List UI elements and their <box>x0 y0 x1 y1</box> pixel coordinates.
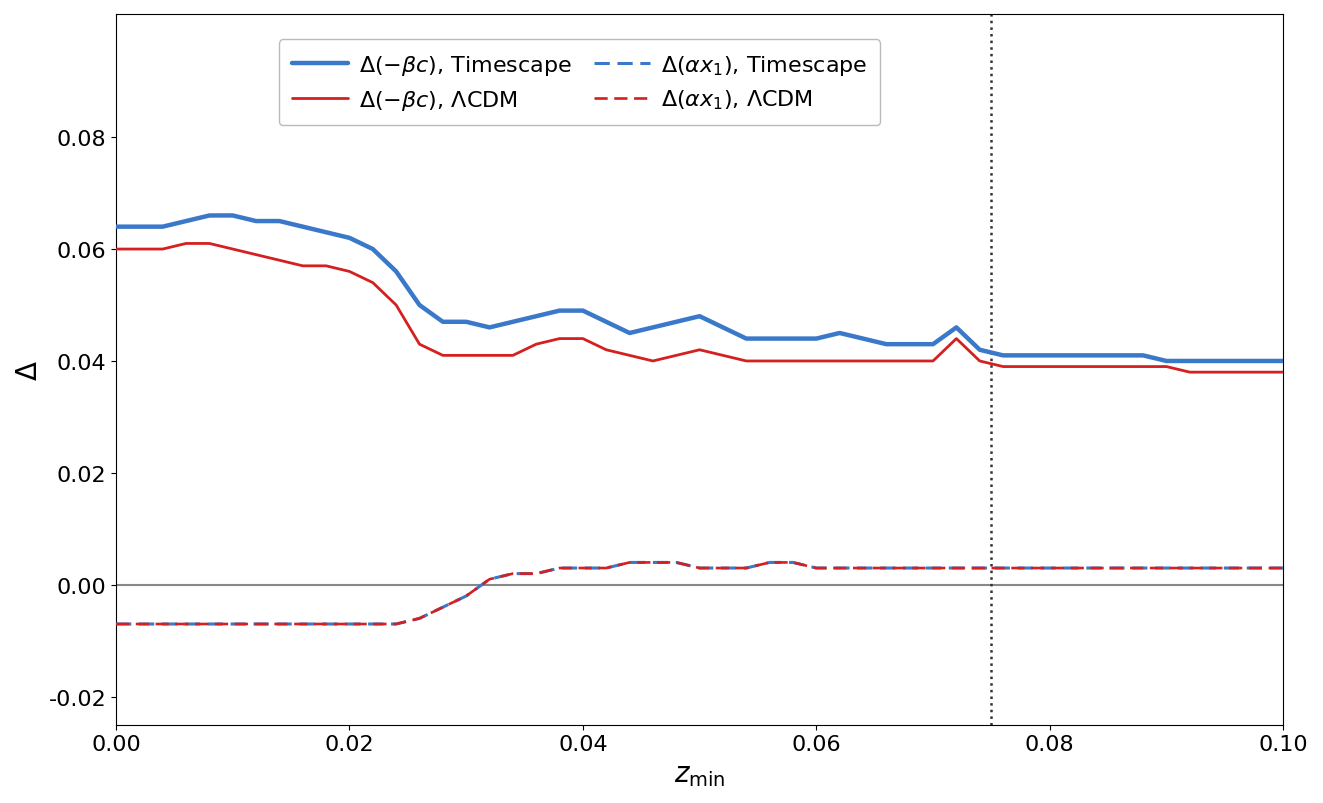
$\Delta(-\beta c)$, $\Lambda$CDM <box>1252 368 1267 377</box>
$\Delta(-\beta c)$, Timescape <box>1275 357 1291 366</box>
$\Delta(-\beta c)$, Timescape <box>201 211 217 221</box>
$\Delta(-\beta c)$, Timescape <box>388 267 404 277</box>
$\Delta(\alpha x_1)$, Timescape <box>482 575 497 585</box>
$\Delta(-\beta c)$, $\Lambda$CDM <box>902 357 918 366</box>
$\Delta(\alpha x_1)$, $\Lambda$CDM <box>458 592 474 601</box>
$\Delta(\alpha x_1)$, $\Lambda$CDM <box>482 575 497 585</box>
$\Delta(\alpha x_1)$, Timescape <box>108 619 124 629</box>
$\Delta(-\beta c)$, $\Lambda$CDM <box>108 245 124 255</box>
$\Delta(\alpha x_1)$, Timescape <box>458 592 474 601</box>
$\Delta(-\beta c)$, Timescape <box>972 345 988 355</box>
$\Delta(\alpha x_1)$, $\Lambda$CDM <box>972 564 988 573</box>
Legend: $\Delta(-\beta c)$, Timescape, $\Delta(-\beta c)$, $\Lambda$CDM, $\Delta(\alpha : $\Delta(-\beta c)$, Timescape, $\Delta(-… <box>279 40 880 126</box>
$\Delta(\alpha x_1)$, $\Lambda$CDM <box>365 619 381 629</box>
$\Delta(\alpha x_1)$, Timescape <box>972 564 988 573</box>
$\Delta(-\beta c)$, $\Lambda$CDM <box>179 239 194 249</box>
$\Delta(-\beta c)$, $\Lambda$CDM <box>1275 368 1291 377</box>
Line: $\Delta(-\beta c)$, $\Lambda$CDM: $\Delta(-\beta c)$, $\Lambda$CDM <box>116 244 1283 373</box>
Line: $\Delta(\alpha x_1)$, Timescape: $\Delta(\alpha x_1)$, Timescape <box>116 563 1283 624</box>
$\Delta(\alpha x_1)$, Timescape <box>1275 564 1291 573</box>
$\Delta(-\beta c)$, Timescape <box>1252 357 1267 366</box>
$\Delta(-\beta c)$, Timescape <box>482 323 497 332</box>
$\Delta(\alpha x_1)$, $\Lambda$CDM <box>622 558 638 568</box>
$\Delta(\alpha x_1)$, Timescape <box>622 558 638 568</box>
$\Delta(\alpha x_1)$, $\Lambda$CDM <box>1275 564 1291 573</box>
$\Delta(-\beta c)$, Timescape <box>1159 357 1175 366</box>
$\Delta(-\beta c)$, $\Lambda$CDM <box>1181 368 1197 377</box>
$\Delta(-\beta c)$, $\Lambda$CDM <box>972 357 988 366</box>
$\Delta(-\beta c)$, $\Lambda$CDM <box>482 351 497 361</box>
$\Delta(\alpha x_1)$, Timescape <box>1252 564 1267 573</box>
X-axis label: $z_{\mathrm{min}}$: $z_{\mathrm{min}}$ <box>673 760 725 788</box>
$\Delta(\alpha x_1)$, $\Lambda$CDM <box>108 619 124 629</box>
Line: $\Delta(-\beta c)$, Timescape: $\Delta(-\beta c)$, Timescape <box>116 216 1283 361</box>
Line: $\Delta(\alpha x_1)$, $\Lambda$CDM: $\Delta(\alpha x_1)$, $\Lambda$CDM <box>116 563 1283 624</box>
Y-axis label: $\Delta$: $\Delta$ <box>15 360 44 381</box>
$\Delta(-\beta c)$, Timescape <box>505 317 521 327</box>
$\Delta(\alpha x_1)$, $\Lambda$CDM <box>1252 564 1267 573</box>
$\Delta(\alpha x_1)$, Timescape <box>902 564 918 573</box>
$\Delta(-\beta c)$, Timescape <box>902 340 918 349</box>
$\Delta(\alpha x_1)$, Timescape <box>365 619 381 629</box>
$\Delta(-\beta c)$, Timescape <box>108 222 124 232</box>
$\Delta(-\beta c)$, $\Lambda$CDM <box>388 301 404 311</box>
$\Delta(\alpha x_1)$, $\Lambda$CDM <box>902 564 918 573</box>
$\Delta(-\beta c)$, $\Lambda$CDM <box>505 351 521 361</box>
